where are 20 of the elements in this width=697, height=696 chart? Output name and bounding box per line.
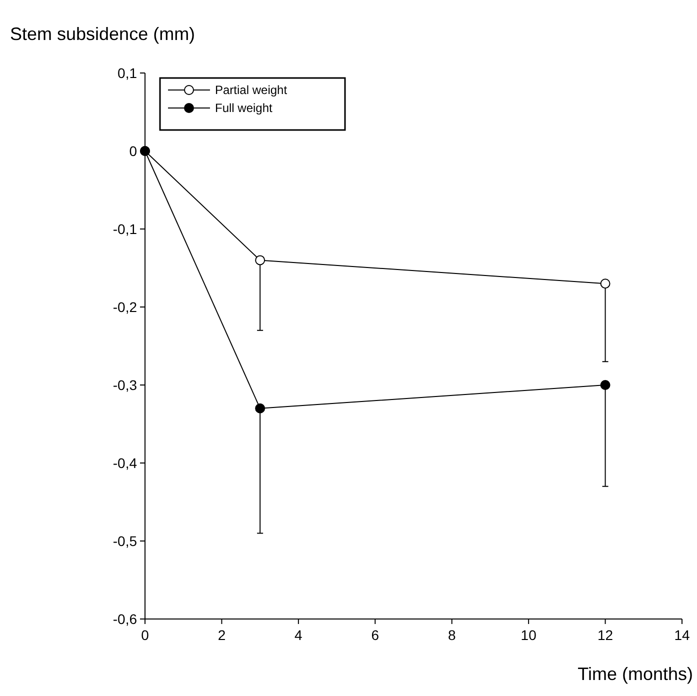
y-tick-label: -0,1	[112, 220, 138, 237]
y-tick-label: -0,6	[112, 610, 138, 627]
x-axis-title: Time (months)	[578, 664, 693, 684]
x-tick-label: 12	[597, 627, 614, 643]
y-tick-label: -0,2	[112, 298, 138, 315]
x-tick-label: 4	[294, 627, 303, 643]
y-tick-label: -0,3	[112, 376, 138, 393]
x-tick-label: 6	[371, 627, 380, 643]
y-tick-label: -0,4	[112, 454, 138, 471]
x-tick-label: 8	[448, 627, 456, 643]
x-tick-label: 2	[218, 627, 226, 643]
y-tick-label: 0,1	[118, 64, 138, 81]
legend-label: Partial weight	[215, 83, 288, 98]
y-tick-label: 0	[129, 142, 138, 159]
x-tick-label: 14	[674, 627, 690, 643]
y-tick-label: -0,5	[112, 532, 138, 549]
x-tick-label: 10	[520, 627, 537, 643]
x-tick-label: 0	[141, 627, 150, 643]
legend-label: Full weight	[215, 101, 274, 116]
y-axis-title: Stem subsidence (mm)	[10, 24, 196, 44]
